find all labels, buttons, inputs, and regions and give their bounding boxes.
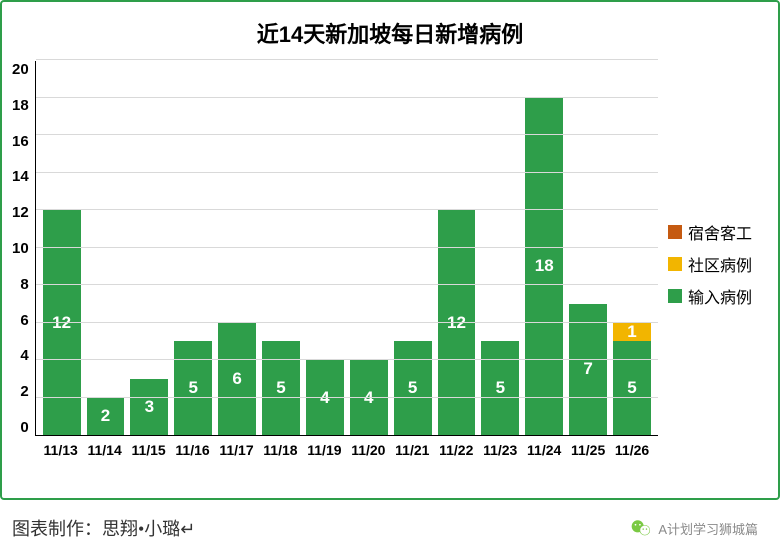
- bar-segment-imported: 12: [438, 210, 476, 435]
- bar: 12: [438, 210, 476, 435]
- y-tick: 2: [20, 383, 28, 400]
- y-tick: 12: [12, 204, 29, 221]
- chart-frame: 近14天新加坡每日新增病例 20181614121086420 12235654…: [0, 0, 780, 500]
- bar-segment-community: 1: [613, 323, 651, 342]
- bar-segment-imported: 18: [525, 98, 563, 436]
- bars-container: 122356544512518751: [36, 61, 658, 435]
- bar: 5: [174, 341, 212, 435]
- bar-segment-imported: 5: [262, 341, 300, 435]
- y-tick: 20: [12, 61, 29, 78]
- x-tick: 11/24: [525, 442, 563, 458]
- bar: 4: [306, 360, 344, 435]
- x-tick: 11/22: [437, 442, 475, 458]
- caption-text: 图表制作：思翔•小璐↵: [12, 515, 195, 541]
- x-tick: 11/15: [130, 442, 168, 458]
- x-tick: 11/16: [174, 442, 212, 458]
- bar: 18: [525, 98, 563, 436]
- legend: 宿舍客工社区病例输入病例: [658, 61, 768, 466]
- chart-body: 20181614121086420 122356544512518751 11/…: [12, 61, 768, 466]
- legend-item-community: 社区病例: [668, 252, 768, 276]
- bar-segment-imported: 2: [87, 398, 125, 436]
- bar: 3: [130, 379, 168, 435]
- legend-item-imported: 输入病例: [668, 284, 768, 308]
- y-tick: 18: [12, 97, 29, 114]
- y-tick: 14: [12, 168, 29, 185]
- legend-item-dorm: 宿舍客工: [668, 220, 768, 244]
- bar-segment-imported: 5: [613, 341, 651, 435]
- x-tick: 11/14: [86, 442, 124, 458]
- legend-swatch: [668, 289, 682, 303]
- y-axis: 20181614121086420: [12, 61, 35, 436]
- bar-segment-imported: 5: [481, 341, 519, 435]
- x-tick: 11/21: [393, 442, 431, 458]
- bar-segment-imported: 3: [130, 379, 168, 435]
- bar: 12: [43, 210, 81, 435]
- bar: 5: [481, 341, 519, 435]
- bar: 2: [87, 398, 125, 436]
- bar-segment-imported: 4: [350, 360, 388, 435]
- legend-swatch: [668, 225, 682, 239]
- x-tick: 11/18: [261, 442, 299, 458]
- legend-swatch: [668, 257, 682, 271]
- bar-segment-imported: 5: [174, 341, 212, 435]
- y-tick: 4: [20, 347, 28, 364]
- bar: 5: [394, 341, 432, 435]
- x-tick: 11/19: [305, 442, 343, 458]
- x-tick: 11/20: [349, 442, 387, 458]
- y-tick: 8: [20, 276, 28, 293]
- grid-line: [36, 59, 658, 60]
- bar: 51: [613, 323, 651, 436]
- legend-label: 输入病例: [688, 284, 752, 308]
- x-axis: 11/13 11/14 11/15 11/16 11/17 11/18 11/19 11/20…: [35, 436, 658, 458]
- y-tick: 6: [20, 312, 28, 329]
- bar: 6: [218, 323, 256, 436]
- plot-wrap: 122356544512518751 11/1311/1411/1511/161…: [35, 61, 658, 466]
- caption-row: 图表制作：思翔•小璐↵ A计划学习狮城篇: [0, 500, 780, 556]
- plot-area: 122356544512518751: [35, 61, 658, 436]
- legend-label: 宿舍客工: [688, 220, 752, 244]
- x-tick: 11/25: [569, 442, 607, 458]
- bar: 4: [350, 360, 388, 435]
- x-tick: 11/13: [42, 442, 80, 458]
- chart-title: 近14天新加坡每日新增病例: [12, 17, 768, 49]
- bar-segment-imported: 6: [218, 323, 256, 436]
- bar-segment-imported: 5: [394, 341, 432, 435]
- y-tick: 16: [12, 133, 29, 150]
- bar-segment-imported: 12: [43, 210, 81, 435]
- bar-segment-imported: 4: [306, 360, 344, 435]
- x-tick: 11/17: [218, 442, 256, 458]
- watermark-text: A计划学习狮城篇: [658, 519, 758, 538]
- bar: 5: [262, 341, 300, 435]
- bar-segment-imported: 7: [569, 304, 607, 435]
- bar: 7: [569, 304, 607, 435]
- wechat-icon: [630, 517, 652, 539]
- legend-label: 社区病例: [688, 252, 752, 276]
- y-tick: 0: [20, 419, 28, 436]
- x-tick: 11/23: [481, 442, 519, 458]
- wechat-watermark: A计划学习狮城篇: [620, 513, 768, 543]
- x-tick: 11/26: [613, 442, 651, 458]
- y-tick: 10: [12, 240, 29, 257]
